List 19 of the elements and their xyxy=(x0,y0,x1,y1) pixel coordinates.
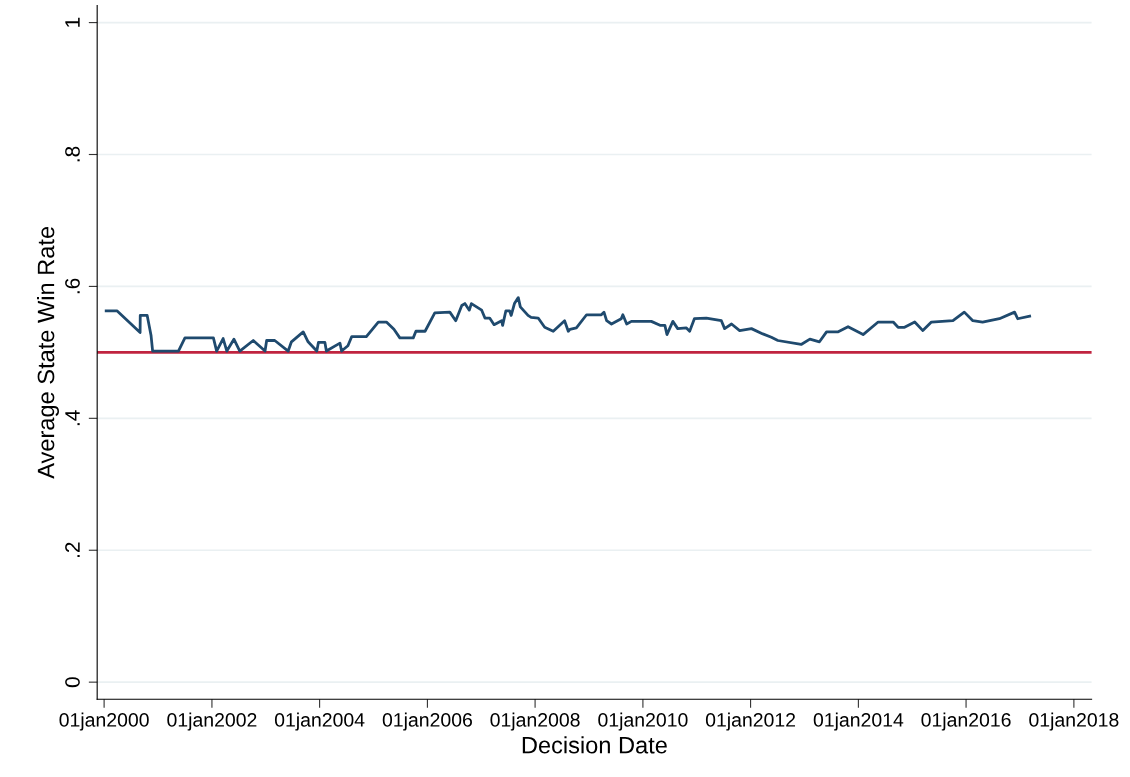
x-tick-label: 01jan2012 xyxy=(705,712,796,731)
x-tick-label: 01jan2008 xyxy=(490,712,580,731)
y-tick-label: .2 xyxy=(65,542,80,558)
x-tick-label: 01jan2000 xyxy=(59,712,149,731)
x-tick-label: 01jan2002 xyxy=(167,712,257,731)
x-tick-label: 01jan2004 xyxy=(274,712,365,731)
x-tick-label: 01jan2016 xyxy=(921,712,1011,731)
y-tick-label: .8 xyxy=(65,146,80,162)
x-tick-label: 01jan2014 xyxy=(813,712,904,731)
y-axis-title: Average State Win Rate xyxy=(37,226,60,479)
y-tick-label: .4 xyxy=(65,410,80,426)
x-tick-label: 01jan2010 xyxy=(598,712,688,731)
x-tick-label: 01jan2018 xyxy=(1029,712,1119,731)
y-tick-label: 0 xyxy=(65,677,80,688)
y-tick-label: .6 xyxy=(65,278,80,294)
y-tick-label: 1 xyxy=(65,17,80,27)
line-series xyxy=(104,296,1032,353)
x-axis-title: Decision Date xyxy=(522,736,667,754)
x-tick-label: 01jan2006 xyxy=(382,712,472,731)
